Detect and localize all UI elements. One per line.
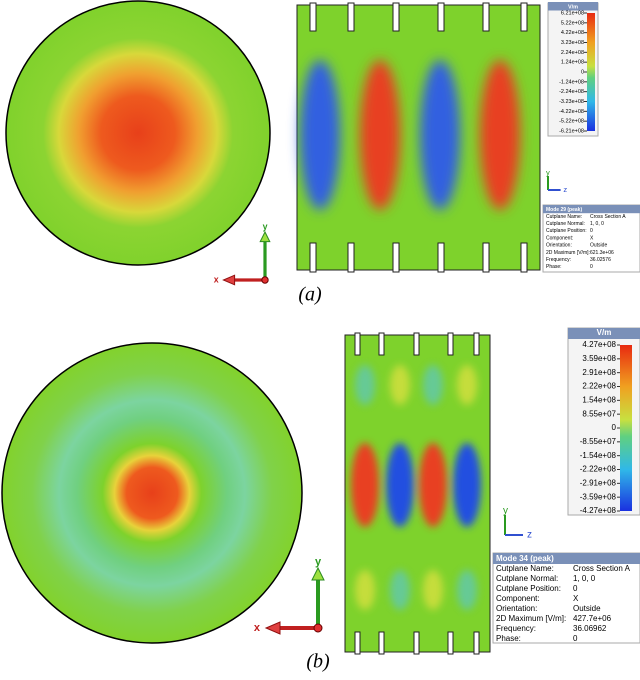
legend-tick: 4.22e+08 — [561, 30, 584, 36]
field-disk — [1, 342, 303, 644]
axis-origin — [261, 276, 269, 284]
cross-section — [296, 2, 541, 273]
info-key: 2D Maximum [V/m]: — [496, 614, 566, 623]
legend-title: V/m — [568, 4, 578, 10]
info-key: Cutplane Position: — [496, 584, 561, 593]
info-key: Frequency: — [546, 257, 571, 263]
info-value: 1, 0, 0 — [590, 221, 604, 227]
axis-label: z — [527, 530, 532, 541]
info-box — [542, 204, 640, 273]
legend-tick: -8.55e+07 — [580, 437, 617, 446]
legend-header — [548, 2, 598, 11]
axis-label: z — [563, 185, 567, 194]
legend-title: V/m — [597, 328, 612, 337]
info-key: Phase: — [496, 634, 521, 643]
info-value: X — [590, 235, 594, 241]
legend-tick: 5.22e+08 — [561, 20, 584, 26]
legend-tick: 3.23e+08 — [561, 40, 584, 46]
legend-header — [568, 328, 640, 339]
legend-tick: -1.54e+08 — [580, 451, 617, 460]
info-value: Cross Section A — [590, 214, 626, 220]
legend-tick: -6.21e+08 — [559, 128, 584, 134]
info-key: Phase: — [546, 264, 562, 270]
legend-tick: 1.24e+08 — [561, 60, 584, 66]
axis-label: y — [315, 556, 322, 568]
axis-label: y — [546, 168, 550, 177]
cross-section — [344, 332, 491, 655]
legend-tick: -2.91e+08 — [580, 478, 617, 487]
color-bar — [587, 13, 595, 131]
info-value: 427.7e+06 — [573, 614, 612, 623]
axis-origin — [313, 623, 323, 633]
info-title: Mode 34 (peak) — [496, 554, 554, 563]
color-bar — [620, 345, 632, 511]
legend-tick: 4.27e+08 — [582, 340, 616, 349]
legend-tick: -3.23e+08 — [559, 99, 584, 105]
info-value: 36.06962 — [573, 624, 607, 633]
info-value: 36.02576 — [590, 257, 611, 263]
legend-tick: 2.22e+08 — [582, 382, 616, 391]
legend-tick: 0 — [581, 69, 584, 75]
info-key: Cutplane Name: — [546, 214, 582, 220]
info-value: X — [573, 594, 579, 603]
legend-tick: -5.22e+08 — [559, 119, 584, 125]
info-key: Component: — [496, 594, 540, 603]
legend-tick: 3.59e+08 — [582, 354, 616, 363]
arrow-head — [222, 274, 236, 286]
info-key: Cutplane Normal: — [546, 221, 585, 227]
caption: (a) — [298, 284, 322, 306]
info-key: Orientation: — [546, 243, 572, 249]
info-title: Mode 29 (peak) — [546, 207, 582, 213]
info-value: 1, 0, 0 — [573, 574, 596, 583]
legend-tick: -1.24e+08 — [559, 79, 584, 85]
legend-tick: -3.59e+08 — [580, 492, 617, 501]
info-value: 0 — [573, 634, 578, 643]
legend-tick: 0 — [612, 423, 617, 432]
caption: (b) — [306, 651, 330, 673]
legend-tick: -2.22e+08 — [580, 465, 617, 474]
axis-label: x — [254, 622, 261, 634]
legend-tick: 2.91e+08 — [582, 368, 616, 377]
legend-tick: -4.22e+08 — [559, 109, 584, 115]
legend-tick: 2.24e+08 — [561, 50, 584, 56]
legend-tick: -2.24e+08 — [559, 89, 584, 95]
info-key: Orientation: — [496, 604, 537, 613]
axis-label: y — [263, 222, 268, 232]
info-header — [543, 205, 640, 214]
info-key: Cutplane Normal: — [496, 574, 558, 583]
legend-tick: 1.54e+08 — [582, 395, 616, 404]
arrow-head — [259, 230, 271, 243]
info-key: Frequency: — [496, 624, 536, 633]
info-value: 0 — [573, 584, 578, 593]
info-key: Component: — [546, 235, 573, 241]
info-value: Outside — [573, 604, 601, 613]
info-value: Outside — [590, 243, 607, 249]
info-key: Cutplane Position: — [546, 228, 587, 234]
axis-label: x — [214, 274, 219, 284]
info-value: Cross Section A — [573, 564, 631, 573]
info-key: 2D Maximum [V/m]: — [546, 250, 590, 256]
info-header — [493, 553, 640, 564]
axis-label: y — [503, 506, 508, 517]
field-disk — [5, 0, 271, 266]
arrow-head — [311, 566, 325, 581]
legend-tick: 6.21e+08 — [561, 10, 584, 16]
info-value: 0 — [590, 264, 593, 270]
info-key: Cutplane Name: — [496, 564, 554, 573]
legend-tick: -4.27e+08 — [580, 506, 617, 515]
arrow-head — [264, 621, 281, 635]
info-value: 0 — [590, 228, 593, 234]
info-value: 621.3e+06 — [590, 250, 614, 256]
legend-tick: 8.55e+07 — [582, 409, 616, 418]
